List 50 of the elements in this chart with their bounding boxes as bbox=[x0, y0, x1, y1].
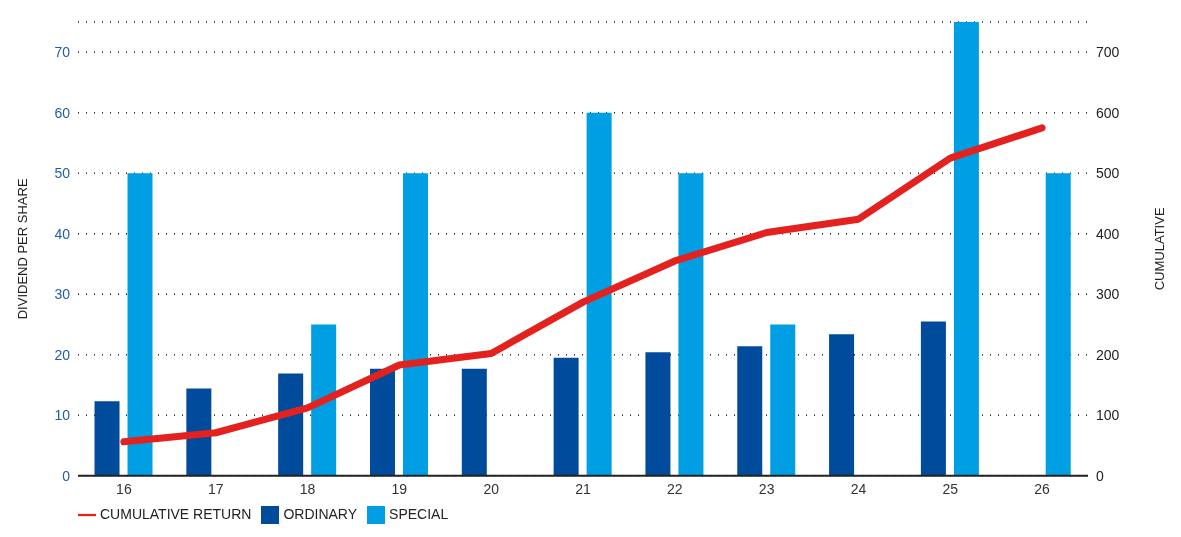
legend-label: ORDINARY bbox=[283, 505, 358, 522]
bar bbox=[369, 368, 395, 476]
bar bbox=[920, 321, 946, 476]
x-tick-label: 17 bbox=[207, 480, 224, 497]
y-axis-title: DIVIDEND PER SHARE bbox=[14, 178, 30, 320]
x-tick-label: 20 bbox=[483, 480, 500, 497]
bar bbox=[311, 324, 337, 476]
y2-tick-label: 0 bbox=[1096, 467, 1104, 484]
x-tick-label: 19 bbox=[391, 480, 408, 497]
legend-label: SPECIAL bbox=[389, 505, 449, 522]
y2-tick-label: 600 bbox=[1096, 104, 1120, 121]
bar bbox=[678, 173, 704, 476]
bar bbox=[94, 401, 120, 476]
x-tick-label: 24 bbox=[850, 480, 867, 497]
bar bbox=[586, 112, 612, 476]
bar bbox=[186, 388, 212, 476]
y-tick-label: 70 bbox=[54, 44, 71, 61]
y-tick-label: 60 bbox=[54, 104, 71, 121]
bar bbox=[127, 173, 153, 476]
bar bbox=[1045, 173, 1071, 476]
legend-label: CUMULATIVE RETURN bbox=[100, 505, 252, 522]
bar bbox=[770, 324, 796, 476]
bar bbox=[737, 346, 763, 476]
y-tick-label: 20 bbox=[54, 346, 71, 363]
y2-tick-label: 100 bbox=[1096, 407, 1120, 424]
y2-tick-label: 500 bbox=[1096, 165, 1120, 182]
y-tick-label: 30 bbox=[54, 286, 71, 303]
y2-tick-label: 400 bbox=[1096, 225, 1120, 242]
bar bbox=[278, 373, 304, 476]
bar bbox=[645, 352, 671, 476]
x-tick-label: 26 bbox=[1034, 480, 1051, 497]
bar bbox=[829, 334, 855, 476]
y-tick-label: 40 bbox=[54, 225, 71, 242]
x-tick-label: 22 bbox=[667, 480, 683, 497]
x-tick-label: 25 bbox=[942, 480, 959, 497]
y2-axis-title: CUMULATIVE bbox=[1151, 207, 1167, 291]
y2-tick-label: 300 bbox=[1096, 286, 1120, 303]
y2-tick-label: 200 bbox=[1096, 346, 1120, 363]
y-tick-label: 50 bbox=[54, 165, 71, 182]
y2-tick-label: 700 bbox=[1096, 44, 1120, 61]
y-tick-label: 10 bbox=[54, 407, 71, 424]
bar bbox=[553, 357, 579, 476]
bar bbox=[402, 173, 428, 476]
x-tick-label: 21 bbox=[575, 480, 591, 497]
x-tick-label: 23 bbox=[758, 480, 775, 497]
bar bbox=[953, 22, 979, 476]
x-tick-label: 16 bbox=[116, 480, 132, 497]
x-tick-label: 18 bbox=[299, 480, 316, 497]
bar bbox=[461, 368, 487, 476]
y-tick-label: 0 bbox=[62, 467, 71, 484]
